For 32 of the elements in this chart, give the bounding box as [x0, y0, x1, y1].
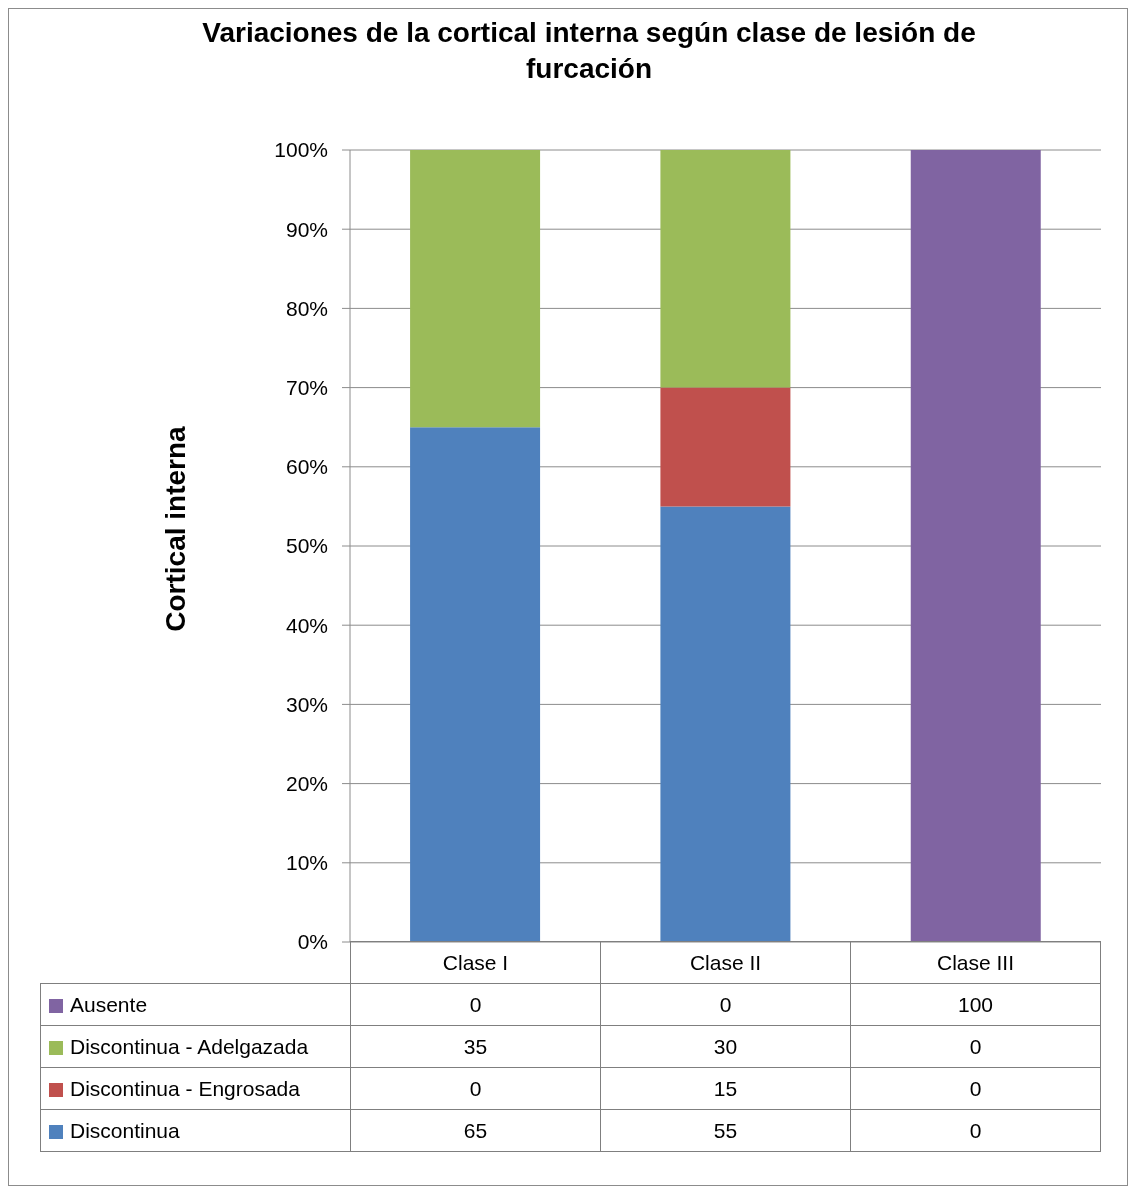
data-label: 0 [600, 983, 851, 1026]
x-tick-label: Clase II [600, 941, 851, 984]
x-tick-label: Clase I [350, 941, 601, 984]
y-tick-label: 100% [274, 138, 328, 162]
data-label: 0 [850, 1025, 1101, 1068]
y-tick-label: 80% [285, 296, 328, 320]
legend-label: Discontinua - Adelgazada [70, 1034, 309, 1058]
data-label: 0 [350, 983, 601, 1026]
data-label: 65 [350, 1109, 601, 1152]
chart-title: Variaciones de la cortical interna según clase de lesión de furcación [201, 16, 977, 86]
data-label: 0 [350, 1067, 601, 1110]
y-tick-label: 60% [285, 455, 328, 479]
y-tick-label: 90% [285, 217, 328, 241]
y-axis-title: Cortical interna [160, 426, 191, 632]
data-label: 35 [350, 1025, 601, 1068]
data-label: 30 [600, 1025, 851, 1068]
x-tick-label: Clase III [850, 941, 1101, 984]
data-label: 15 [600, 1067, 851, 1110]
y-tick-label: 0% [297, 930, 328, 954]
data-label: 0 [850, 1067, 1101, 1110]
data-label: 100 [850, 983, 1101, 1026]
data-label: 55 [600, 1109, 851, 1152]
y-tick-label: 10% [285, 851, 328, 875]
y-tick-label: 20% [285, 772, 328, 796]
y-tick-label: 70% [285, 376, 328, 400]
y-tick-label: 50% [285, 534, 328, 558]
legend-label: Discontinua [70, 1118, 180, 1142]
legend-label: Ausente [70, 992, 148, 1016]
y-tick-label: 40% [285, 613, 328, 637]
y-tick-label: 30% [285, 692, 328, 716]
legend-label: Discontinua - Engrosada [70, 1076, 300, 1100]
data-label: 0 [850, 1109, 1101, 1152]
